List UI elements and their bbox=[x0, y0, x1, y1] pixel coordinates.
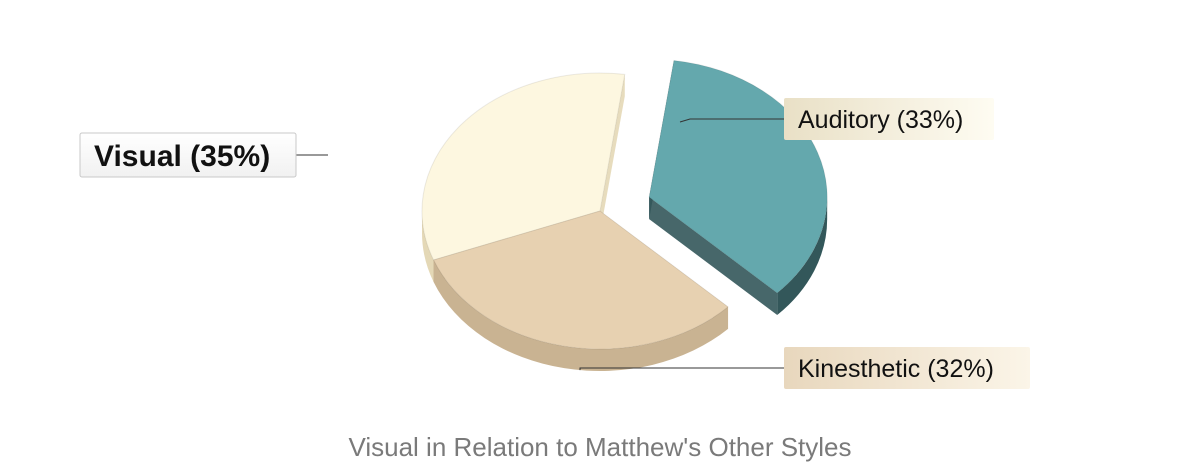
label-box-kinesthetic bbox=[784, 347, 1030, 389]
pie-slice-visual-top bbox=[648, 59, 828, 294]
pie-slice-kinesthetic-rim bbox=[433, 260, 729, 372]
pie-slice-kinesthetic bbox=[432, 210, 729, 372]
pie-slice-visual-rim bbox=[777, 197, 828, 315]
pie-slice-auditory-top bbox=[421, 72, 626, 261]
pie-slice-kinesthetic-top bbox=[432, 210, 729, 350]
chart-title: Visual in Relation to Matthew's Other St… bbox=[348, 432, 851, 462]
pie-slice-auditory-wall-end bbox=[600, 74, 625, 233]
label-leader-kinesthetic bbox=[579, 367, 784, 371]
data-label-auditory: Auditory (33%) bbox=[798, 106, 963, 134]
label-box-auditory bbox=[784, 98, 994, 140]
data-label-kinesthetic: Kinesthetic (32%) bbox=[798, 355, 994, 383]
label-leader-auditory bbox=[679, 118, 784, 123]
data-label-visual: Visual (35%) bbox=[94, 140, 270, 173]
pie-slice-auditory-rim bbox=[422, 211, 434, 283]
pie-slice-visual-wall-end bbox=[649, 197, 778, 315]
label-box-visual bbox=[79, 132, 297, 178]
